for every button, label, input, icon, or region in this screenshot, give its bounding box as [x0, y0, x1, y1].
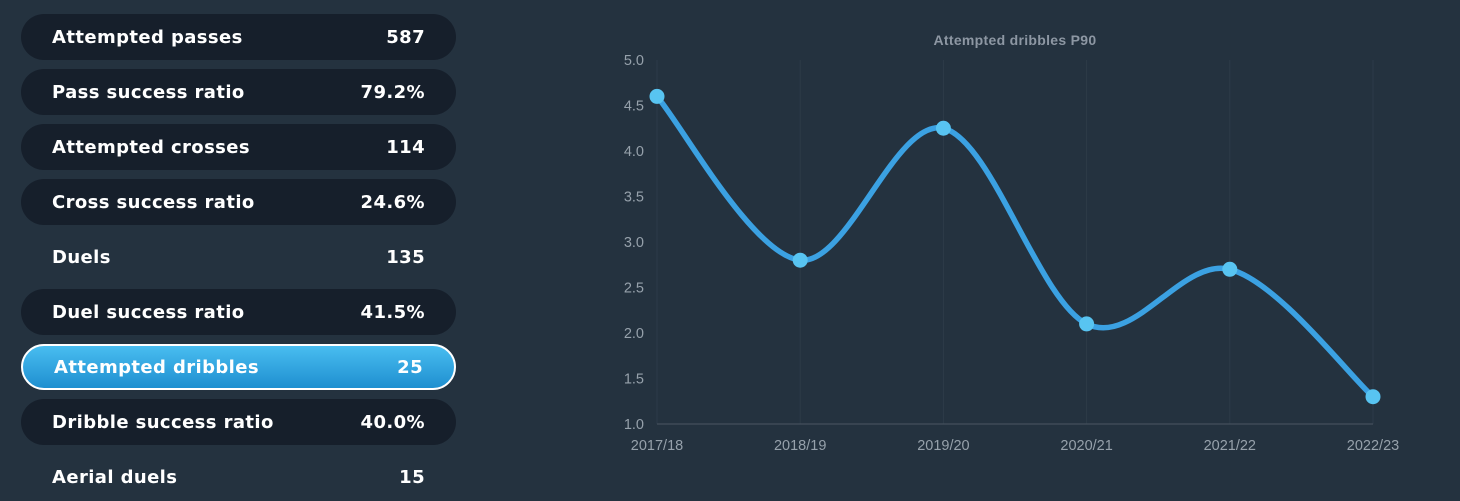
stat-row-attempted-crosses[interactable]: Attempted crosses 114	[21, 124, 456, 170]
y-tick-label: 3.0	[624, 235, 644, 251]
stat-row-cross-success-ratio[interactable]: Cross success ratio 24.6%	[21, 179, 456, 225]
x-tick-label: 2019/20	[917, 438, 969, 454]
stat-row-pass-success-ratio[interactable]: Pass success ratio 79.2%	[21, 69, 456, 115]
y-tick-label: 2.5	[624, 281, 644, 297]
data-point-2018/19[interactable]	[792, 252, 808, 268]
y-tick-label: 1.5	[624, 372, 644, 388]
stat-label: Cross success ratio	[52, 191, 255, 213]
y-tick-label: 2.0	[624, 326, 644, 342]
stat-value: 24.6%	[360, 191, 425, 213]
data-point-2022/23[interactable]	[1365, 389, 1381, 405]
stat-row-dribble-success-ratio[interactable]: Dribble success ratio 40.0%	[21, 399, 456, 445]
data-point-2021/22[interactable]	[1222, 261, 1238, 277]
stat-label: Attempted dribbles	[54, 356, 259, 378]
stat-value: 79.2%	[360, 81, 425, 103]
stat-value: 114	[386, 136, 425, 158]
stat-label: Duel success ratio	[52, 301, 245, 323]
attempted-dribbles-chart: 5.0 4.5 4.0 3.5 3.0 2.5 2.0 1.5 1.0 2017/18 2018/1…	[600, 0, 1460, 501]
chart-title: Attempted dribbles P90	[934, 32, 1097, 48]
x-tick-label: 2017/18	[631, 438, 683, 454]
stat-row-attempted-dribbles-selected[interactable]: Attempted dribbles 25	[21, 344, 456, 390]
stat-label: Duels	[52, 246, 111, 268]
y-tick-label: 4.0	[624, 144, 644, 160]
x-tick-label: 2020/21	[1060, 438, 1112, 454]
stat-row-attempted-passes[interactable]: Attempted passes 587	[21, 14, 456, 60]
x-tick-label: 2021/22	[1204, 438, 1256, 454]
line-series	[654, 93, 1376, 400]
data-point-2019/20[interactable]	[935, 120, 951, 136]
data-point-2020/21[interactable]	[1079, 316, 1095, 332]
stat-row-aerial-duels[interactable]: Aerial duels 15	[21, 454, 456, 500]
stat-value: 25	[397, 356, 423, 378]
stat-row-duel-success-ratio[interactable]: Duel success ratio 41.5%	[21, 289, 456, 335]
stat-value: 40.0%	[360, 411, 425, 433]
stat-label: Attempted crosses	[52, 136, 251, 158]
y-tick-label: 3.5	[624, 190, 644, 206]
stat-label: Dribble success ratio	[52, 411, 274, 433]
stat-label: Attempted passes	[52, 26, 243, 48]
stats-list: Attempted passes 587 Pass success ratio …	[21, 14, 456, 500]
stat-value: 587	[386, 26, 425, 48]
y-tick-label: 4.5	[624, 99, 644, 115]
stat-value: 41.5%	[360, 301, 425, 323]
stat-label: Pass success ratio	[52, 81, 245, 103]
stat-value: 15	[399, 466, 425, 488]
x-tick-label: 2022/23	[1347, 438, 1399, 454]
stat-value: 135	[386, 246, 425, 268]
x-tick-label: 2018/19	[774, 438, 826, 454]
stat-label: Aerial duels	[52, 466, 178, 488]
data-point-2017/18[interactable]	[649, 88, 665, 104]
line-chart-canvas: 5.0 4.5 4.0 3.5 3.0 2.5 2.0 1.5 1.0 2017/18 2018/1…	[624, 32, 1399, 454]
y-tick-label: 5.0	[624, 53, 644, 69]
y-tick-label: 1.0	[624, 417, 644, 433]
stat-row-duels[interactable]: Duels 135	[21, 234, 456, 280]
